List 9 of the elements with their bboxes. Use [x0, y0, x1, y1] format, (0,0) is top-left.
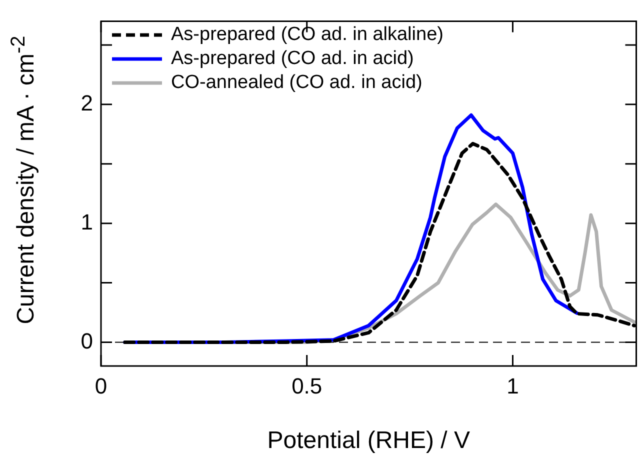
- legend-label: As-prepared (CO ad. in acid): [171, 47, 414, 71]
- x-tick-label: 1: [506, 373, 519, 398]
- y-tick-label: 2: [80, 90, 93, 116]
- legend-label: As-prepared (CO ad. in alkaline): [171, 23, 444, 47]
- y-tick-label: 1: [80, 209, 93, 234]
- legend-label: CO-annealed (CO ad. in acid): [171, 71, 422, 95]
- x-axis-title: Potential (RHE) / V: [267, 427, 470, 454]
- y-tick-label: 0: [80, 328, 93, 354]
- x-tick-label: 0.5: [292, 373, 322, 398]
